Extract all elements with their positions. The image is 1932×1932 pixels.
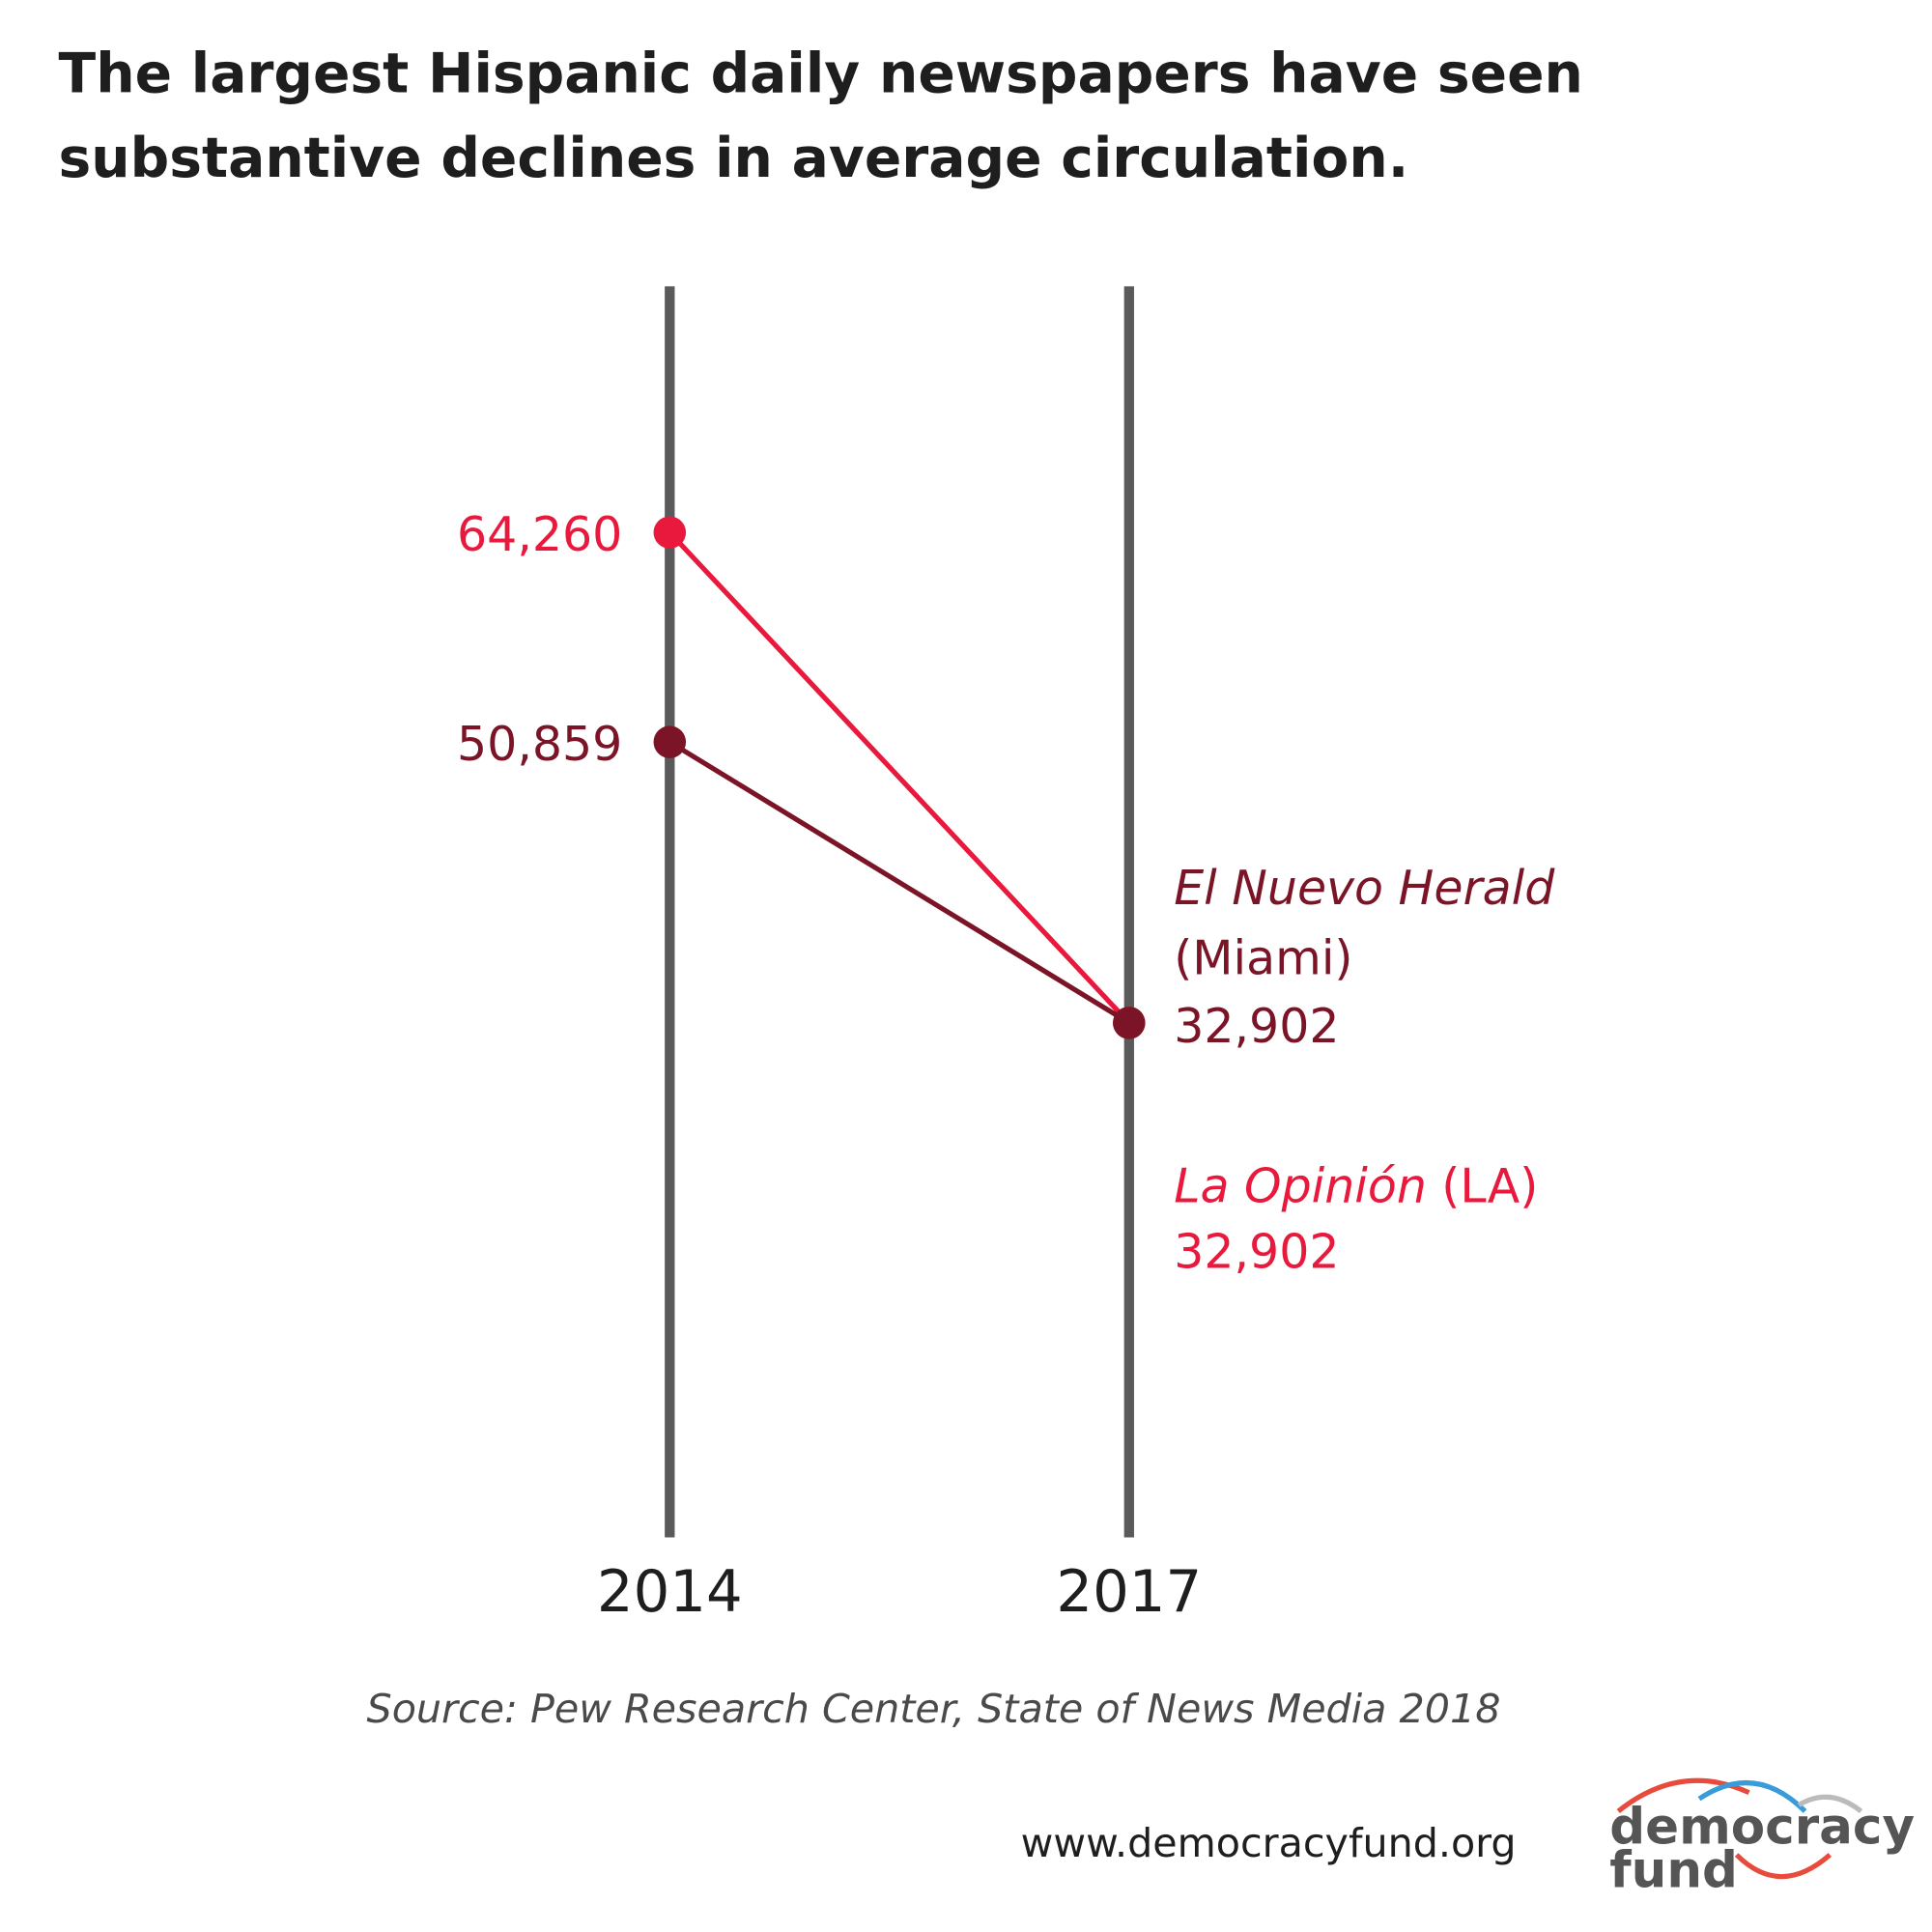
point [653, 725, 687, 758]
website: www.democracyfund.org [1021, 1820, 1517, 1866]
value-label: 50,859 [457, 717, 622, 772]
series-line [668, 530, 1131, 1025]
legend-label: La Opinión (LA) [1174, 1158, 1538, 1213]
logo-text: democracy [1609, 1798, 1915, 1856]
legend-location: (LA) [1441, 1158, 1538, 1213]
value-label: 64,260 [457, 507, 622, 562]
source: Source: Pew Research Center, State of Ne… [367, 1686, 1501, 1732]
legend-label: (Miami) [1174, 930, 1352, 985]
logo-text: fund [1609, 1841, 1738, 1899]
x-tick-label: 2017 [1056, 1558, 1202, 1625]
logo-arc [1697, 1779, 1807, 1813]
point [1113, 1007, 1146, 1039]
x-tick-label: 2014 [597, 1558, 743, 1625]
logo-arc [1734, 1853, 1833, 1880]
legend-name: La Opinión [1174, 1158, 1427, 1213]
value-label: 32,902 [1174, 999, 1339, 1054]
point [653, 516, 687, 549]
logo-arc [1797, 1794, 1863, 1814]
logo: democracy fund [1609, 1777, 1915, 1899]
series-line [668, 739, 1131, 1026]
legend-label: El Nuevo Herald [1174, 861, 1555, 916]
chart-title: substantive declines in average circulat… [59, 127, 1409, 190]
value-label: 32,902 [1174, 1224, 1339, 1279]
chart-title: The largest Hispanic daily newspapers ha… [59, 43, 1583, 106]
